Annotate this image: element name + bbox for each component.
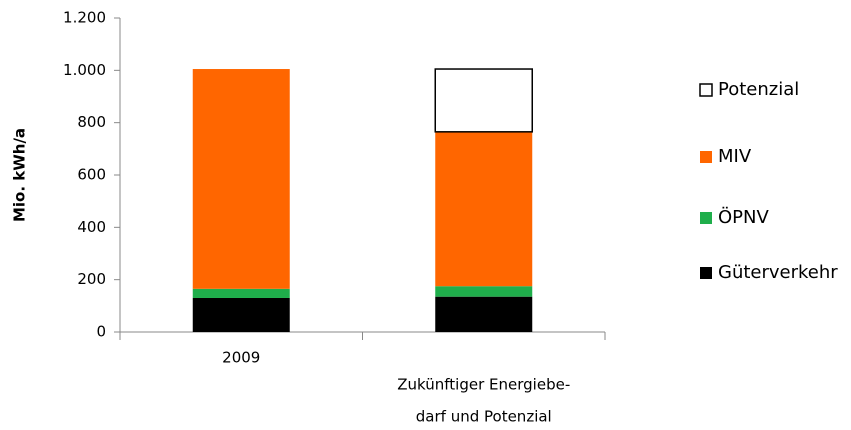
legend-label: Güterverkehr	[718, 262, 838, 283]
bar-segment	[192, 297, 290, 332]
y-tick-label: 0	[96, 323, 106, 341]
y-tick-label: 1.000	[63, 61, 106, 79]
y-tick-label: 400	[77, 218, 106, 236]
bar-segment	[435, 296, 533, 332]
bar-segment	[435, 131, 533, 287]
x-tick-label: darf und Potenzial	[416, 408, 552, 426]
y-tick-label: 1.200	[63, 9, 106, 27]
y-tick-label: 800	[77, 113, 106, 131]
y-tick-label: 600	[77, 166, 106, 184]
legend-label: MIV	[718, 146, 752, 167]
legend-label: ÖPNV	[718, 206, 769, 228]
legend-label: Potenzial	[718, 79, 799, 100]
bar-segment	[434, 68, 533, 133]
legend-swatch	[700, 267, 712, 279]
x-tick-label: 2009	[222, 349, 260, 367]
x-tick-label: Zukünftiger Energiebe-	[397, 376, 570, 394]
legend-swatch	[699, 83, 713, 97]
legend-swatch	[700, 212, 712, 224]
bar-segment	[192, 69, 290, 289]
legend-swatch	[700, 151, 712, 163]
bar-segment	[192, 288, 290, 298]
y-axis-label: Mio. kWh/a	[11, 128, 29, 222]
bar-segment	[435, 286, 533, 297]
y-tick-label: 200	[77, 270, 106, 288]
